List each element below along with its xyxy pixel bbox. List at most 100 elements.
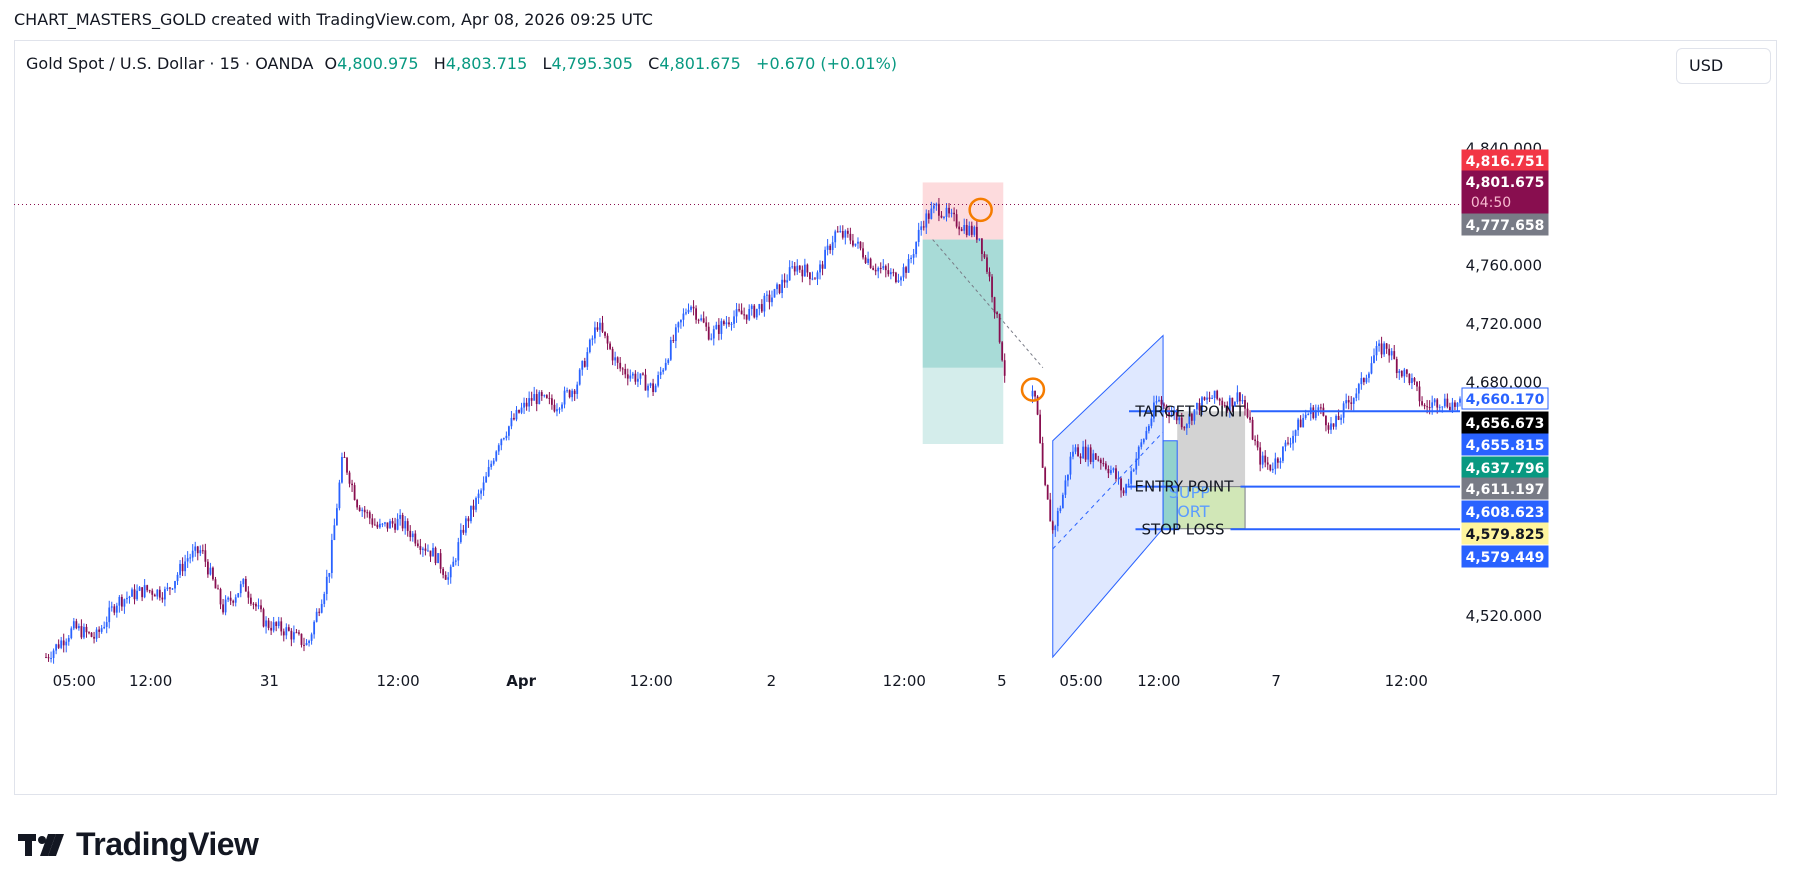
candle bbox=[1395, 358, 1398, 374]
candle bbox=[652, 383, 654, 393]
candle bbox=[229, 597, 232, 601]
candle bbox=[100, 628, 103, 632]
candle bbox=[378, 523, 381, 528]
candle bbox=[776, 284, 778, 290]
candle bbox=[905, 267, 907, 273]
candle bbox=[1034, 390, 1036, 397]
y-tick-label: 4,760.000 bbox=[1466, 256, 1542, 274]
candle bbox=[763, 295, 766, 312]
candle bbox=[588, 339, 591, 353]
candle bbox=[616, 357, 619, 363]
candle bbox=[1198, 402, 1201, 411]
candle bbox=[1459, 398, 1461, 403]
candle bbox=[459, 529, 462, 543]
candle bbox=[510, 417, 513, 427]
candle bbox=[836, 231, 839, 233]
candle bbox=[237, 593, 240, 598]
candle bbox=[444, 574, 447, 580]
candle bbox=[427, 550, 429, 552]
candle bbox=[1325, 415, 1327, 426]
candle bbox=[1145, 430, 1148, 440]
candle bbox=[234, 597, 237, 603]
candle bbox=[978, 238, 981, 240]
candle bbox=[174, 581, 176, 589]
candle bbox=[690, 306, 692, 310]
candle bbox=[57, 644, 60, 648]
candle bbox=[1292, 435, 1294, 444]
candle bbox=[685, 312, 687, 314]
candle bbox=[1193, 409, 1196, 421]
candle bbox=[1365, 377, 1368, 383]
candle bbox=[1079, 456, 1082, 459]
candle bbox=[1254, 439, 1257, 442]
candle bbox=[1340, 417, 1343, 420]
candle bbox=[1421, 401, 1423, 405]
y-tick-label: 4,720.000 bbox=[1466, 315, 1542, 333]
candle bbox=[1446, 398, 1449, 407]
low-value: 4,795.305 bbox=[551, 54, 633, 73]
candle bbox=[551, 398, 553, 405]
candle bbox=[131, 589, 133, 597]
candle bbox=[553, 404, 556, 412]
candle bbox=[968, 225, 971, 236]
candle bbox=[1097, 459, 1100, 461]
candle bbox=[1314, 410, 1317, 418]
candle bbox=[530, 398, 533, 401]
candle bbox=[1213, 390, 1216, 398]
candle bbox=[912, 254, 915, 258]
candle bbox=[975, 226, 978, 240]
candle bbox=[674, 327, 677, 341]
candle bbox=[141, 587, 144, 598]
candle bbox=[892, 272, 895, 274]
candle bbox=[113, 606, 116, 613]
candle bbox=[654, 385, 657, 393]
candle bbox=[631, 373, 634, 376]
candle bbox=[988, 271, 991, 277]
candle bbox=[819, 264, 821, 273]
candle bbox=[902, 267, 905, 278]
price-label-text: 4,777.658 bbox=[1466, 218, 1545, 234]
candle bbox=[900, 277, 902, 281]
candle bbox=[986, 257, 988, 272]
price-marker-circle[interactable] bbox=[968, 197, 993, 223]
candle bbox=[884, 266, 887, 271]
candle bbox=[292, 632, 295, 640]
candle bbox=[669, 340, 672, 360]
candle bbox=[199, 550, 202, 554]
candle bbox=[1180, 417, 1183, 428]
candle bbox=[725, 322, 728, 325]
candle bbox=[680, 319, 682, 323]
candle bbox=[414, 533, 417, 544]
price-marker-circle[interactable] bbox=[1020, 377, 1046, 402]
candle bbox=[214, 579, 217, 589]
candle bbox=[416, 543, 419, 547]
candle bbox=[1120, 478, 1122, 491]
level-label: ENTRY POINT bbox=[1135, 478, 1235, 496]
candle bbox=[852, 240, 854, 246]
long-target-zone bbox=[1177, 411, 1246, 487]
candle bbox=[659, 371, 662, 376]
candle bbox=[998, 313, 1001, 343]
high-value: 4,803.715 bbox=[445, 54, 528, 73]
candle bbox=[447, 577, 450, 580]
candle bbox=[353, 485, 356, 500]
candle bbox=[206, 561, 209, 575]
price-label-text: 4,608.623 bbox=[1466, 505, 1545, 521]
candle bbox=[110, 606, 113, 608]
candle bbox=[760, 304, 763, 312]
candle bbox=[330, 539, 333, 573]
candle bbox=[927, 213, 930, 219]
candle bbox=[1155, 401, 1158, 403]
candle bbox=[260, 605, 262, 610]
candle bbox=[1408, 373, 1411, 384]
candle bbox=[482, 482, 485, 491]
candle bbox=[72, 621, 75, 629]
candle bbox=[604, 331, 606, 336]
candle bbox=[75, 621, 78, 629]
candle bbox=[1064, 480, 1067, 495]
candle bbox=[573, 390, 576, 395]
candle bbox=[1271, 468, 1274, 471]
candle bbox=[232, 600, 235, 603]
currency-selector[interactable]: USD bbox=[1676, 48, 1771, 84]
